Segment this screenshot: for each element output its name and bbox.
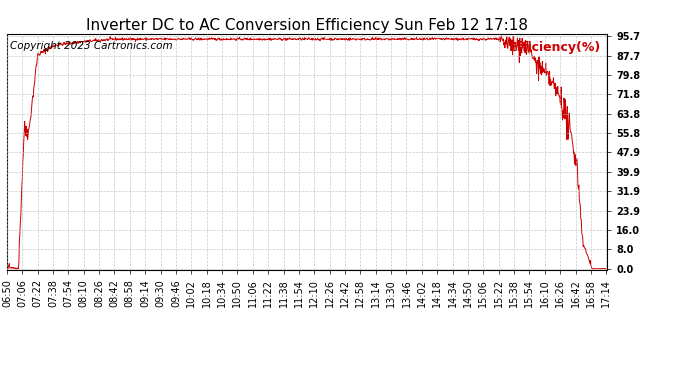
Text: Copyright 2023 Cartronics.com: Copyright 2023 Cartronics.com xyxy=(10,41,172,51)
Title: Inverter DC to AC Conversion Efficiency Sun Feb 12 17:18: Inverter DC to AC Conversion Efficiency … xyxy=(86,18,528,33)
Text: Efficiency(%): Efficiency(%) xyxy=(509,41,601,54)
